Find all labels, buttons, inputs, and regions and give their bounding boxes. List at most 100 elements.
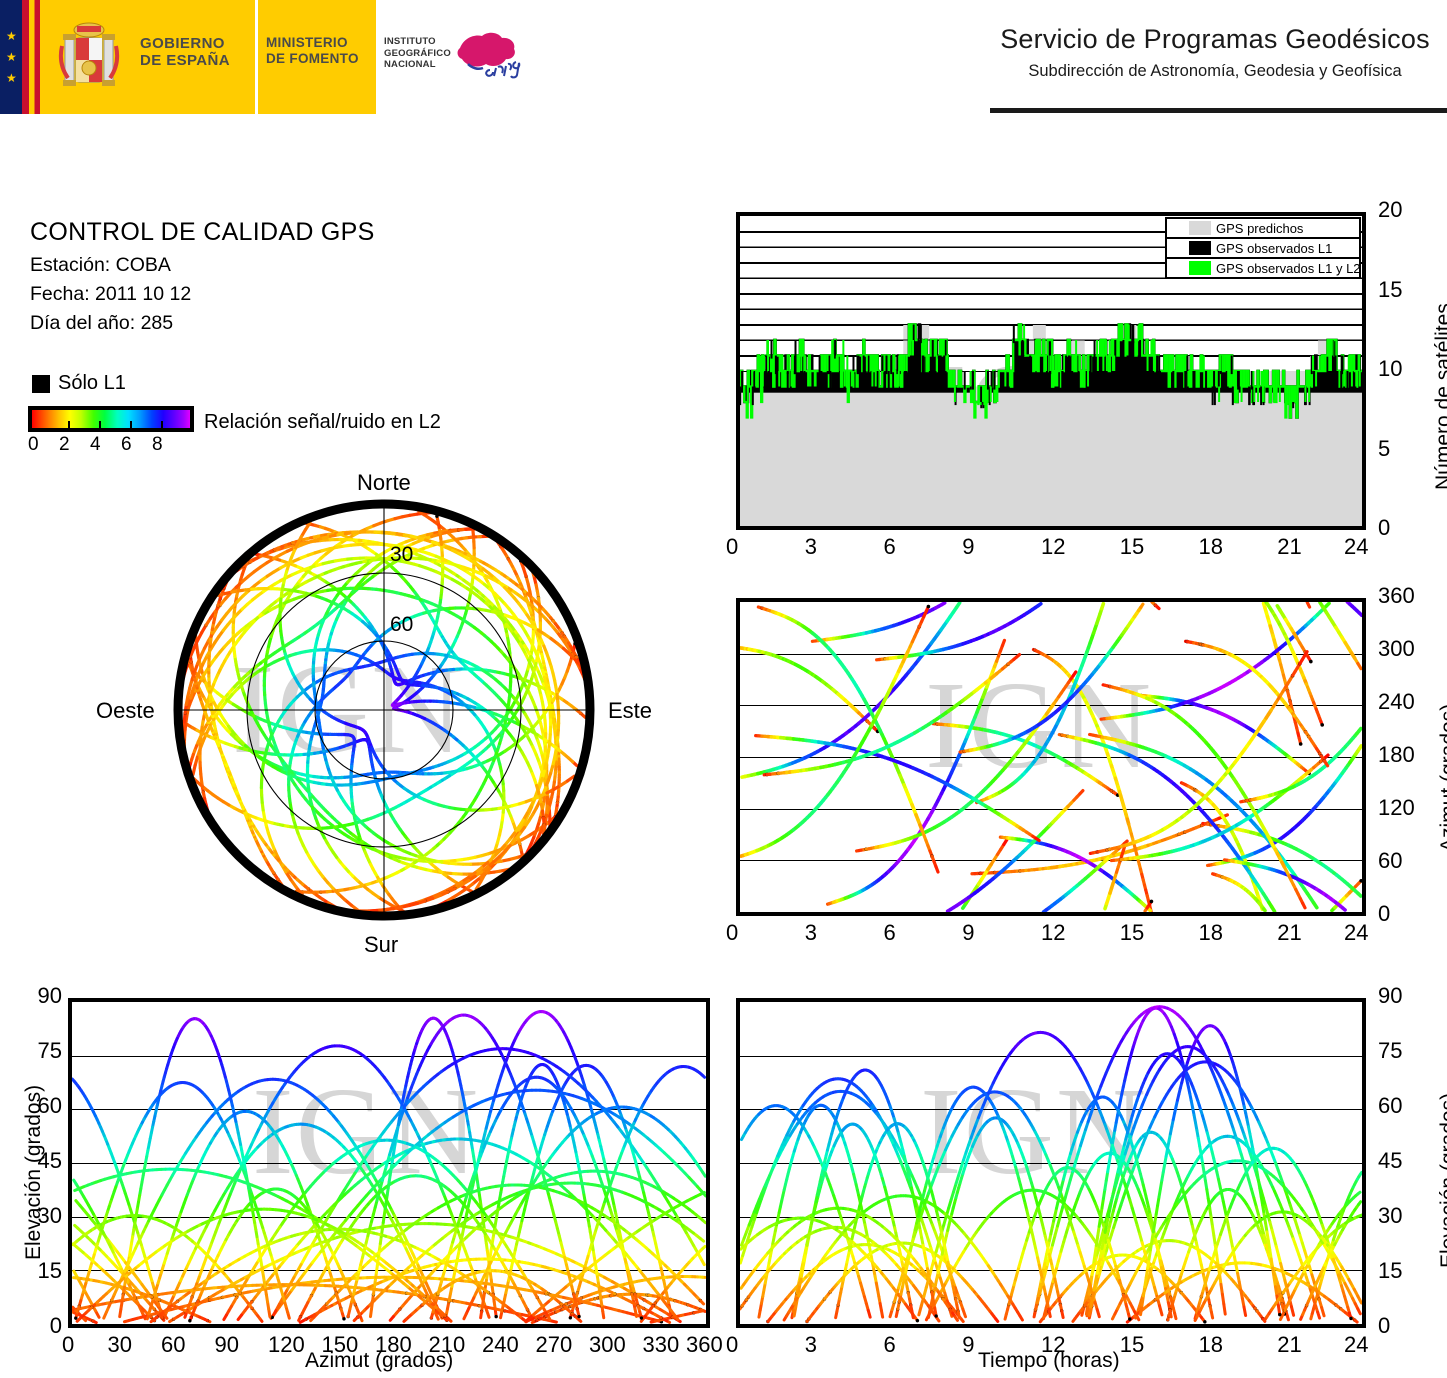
elevation-azimuth-series [72, 1010, 706, 1324]
eu-spain-flag-strip: ★ ★ ★ [0, 0, 40, 114]
elevation-vs-azimuth-plot: IGN [68, 998, 710, 1328]
azimuth-xtick-15: 15 [1119, 920, 1145, 945]
azimuth-ytick-240: 240 [1378, 689, 1415, 714]
elevation-time-x-label: Tiempo (horas) [978, 1349, 1120, 1372]
elevation-time-ytick-30: 30 [1378, 1203, 1403, 1228]
elevation-azimuth-ytick-75: 75 [37, 1038, 62, 1063]
azimuth-series [740, 602, 1362, 912]
elevation-azimuth-xtick-0: 0 [62, 1332, 75, 1357]
spain-coat-of-arms-icon [58, 22, 120, 86]
elevation-azimuth-ytick-45: 45 [37, 1148, 62, 1173]
elevation-azimuth-ytick-90: 90 [37, 983, 62, 1008]
elevation-time-xtick-15: 15 [1119, 1332, 1145, 1357]
colorbar-tick-2: 4 [90, 434, 101, 455]
satellite-count-xtick-15: 15 [1119, 534, 1145, 559]
gobierno-label: GOBIERNO DE ESPAÑA [140, 35, 231, 69]
legend-label-observados-l1: GPS observados L1 [1216, 240, 1333, 256]
satellite-count-ytick-20: 20 [1378, 197, 1403, 222]
page-header: ★ ★ ★ [0, 0, 1447, 120]
azimuth-ytick-180: 180 [1378, 742, 1415, 767]
gridline [740, 1109, 1362, 1111]
colorbar-group: 0 2 4 6 8 [28, 406, 208, 458]
elevation-time-xtick-6: 6 [883, 1332, 896, 1357]
legend-item-observados-l1-l2: GPS observados L1 y L2 [1167, 259, 1361, 277]
colorbar-tick-1: 2 [59, 434, 70, 455]
azimuth-y-label: Azimut (grados) [1437, 703, 1447, 852]
elevation-time-xtick-18: 18 [1198, 1332, 1223, 1357]
satellite-count-plot: IGN GPS predichos GPS observados L1 GPS … [736, 212, 1366, 530]
skyplot-south-label: Sur [364, 932, 399, 957]
snr-colorbar [28, 406, 194, 432]
legend-item-observados-l1: GPS observados L1 [1167, 239, 1359, 259]
colorbar-caption: Relación señal/ruido en L2 [204, 411, 441, 433]
elevation-azimuth-xtick-300: 300 [589, 1332, 626, 1357]
elevation-vs-time-plot: IGN [736, 998, 1366, 1328]
gobierno-de-espana-block: GOBIERNO DE ESPAÑA [40, 0, 255, 114]
elevation-time-xtick-0: 0 [726, 1332, 739, 1357]
ministerio-label: MINISTERIO DE FOMENTO [266, 35, 359, 66]
skyplot: Norte Sur Este Oeste IGN 30 60 [90, 470, 690, 970]
elevation-time-ytick-90: 90 [1378, 983, 1403, 1008]
azimuth-ytick-360: 360 [1378, 583, 1415, 608]
elevation-azimuth-xtick-150: 150 [321, 1332, 359, 1357]
azimuth-xtick-12: 12 [1041, 920, 1066, 945]
legend-swatch-observados-l1-l2 [1189, 261, 1211, 275]
satellite-count-xtick-24: 24 [1344, 534, 1369, 559]
elevation-azimuth-xtick-360: 360 [686, 1332, 723, 1357]
skyplot-east-label: Este [608, 698, 653, 723]
elevation-azimuth-xtick-330: 330 [642, 1332, 680, 1357]
colorbar-tick-4: 8 [152, 434, 163, 455]
satellite-count-ytick-0: 0 [1378, 515, 1391, 540]
legend-label-predichos: GPS predichos [1216, 220, 1304, 236]
ministerio-block: MINISTERIO DE FOMENTO [258, 0, 376, 114]
report-title-block: CONTROL DE CALIDAD GPS Estación: COBA Fe… [30, 218, 490, 341]
gridline [740, 1216, 1362, 1218]
elevation-azimuth-xtick-120: 120 [268, 1332, 305, 1357]
day-of-year-line: Día del año: 285 [30, 312, 174, 334]
elevation-azimuth-xtick-90: 90 [214, 1332, 239, 1357]
satellite-count-xtick-6: 6 [883, 534, 896, 559]
azimuth-ytick-300: 300 [1378, 636, 1415, 661]
elevation-time-ytick-45: 45 [1378, 1148, 1403, 1173]
page-title: CONTROL DE CALIDAD GPS [30, 218, 375, 246]
service-title: Servicio de Programas Geodésicos [1000, 24, 1430, 54]
cnig-logo-icon [457, 32, 521, 79]
elevation-azimuth-xtick-270: 270 [535, 1332, 573, 1357]
satellite-count-ytick-5: 5 [1378, 435, 1391, 461]
colorbar-tick-3: 6 [121, 434, 132, 455]
elevation-time-ytick-15: 15 [1378, 1258, 1403, 1283]
azimuth-xtick-3: 3 [804, 920, 817, 945]
elevation-azimuth-ytick-0: 0 [49, 1313, 62, 1338]
elevation-time-xtick-12: 12 [1041, 1332, 1066, 1357]
station-line: Estación: COBA [30, 254, 171, 276]
gridline [740, 1055, 1362, 1057]
azimuth-ytick-0: 0 [1378, 901, 1391, 926]
satellite-count-xtick-18: 18 [1198, 534, 1223, 559]
azimuth-xtick-0: 0 [726, 920, 739, 945]
gridline [740, 860, 1362, 862]
elevation-azimuth-xtick-60: 60 [161, 1332, 186, 1357]
satellite-count-ytick-10: 10 [1378, 356, 1403, 381]
ign-logo-block: INSTITUTO GEOGRÁFICO NACIONAL [376, 0, 530, 114]
satellite-count-xtick-9: 9 [962, 534, 975, 559]
l1-only-swatch [32, 374, 50, 393]
colorbar-tick-0: 0 [28, 434, 39, 455]
skyplot-west-label: Oeste [96, 698, 155, 723]
azimuth-vs-time-plot: IGN [736, 598, 1366, 916]
azimuth-xtick-21: 21 [1277, 920, 1302, 945]
gridline [740, 1270, 1362, 1272]
date-line: Fecha: 2011 10 12 [30, 283, 192, 305]
gridline [740, 653, 1362, 655]
gridline [72, 1163, 706, 1164]
legend-item-predichos: GPS predichos [1167, 219, 1359, 239]
legend-label-observados-l1-l2: GPS observados L1 y L2 [1216, 260, 1361, 276]
legend-swatch-observados-l1 [1189, 241, 1211, 255]
elevation-time-ytick-60: 60 [1378, 1093, 1403, 1118]
elevation-time-xtick-3: 3 [804, 1332, 817, 1357]
instituto-geografico-nacional-label: INSTITUTO GEOGRÁFICO NACIONAL [384, 36, 451, 70]
elevation-azimuth-x-label: Azimut (grados) [305, 1349, 454, 1372]
azimuth-xtick-6: 6 [883, 920, 896, 945]
azimuth-xtick-18: 18 [1198, 920, 1223, 945]
elevation-time-y-label: Elevación (grados) [1437, 1092, 1447, 1268]
gridline [72, 1055, 706, 1057]
